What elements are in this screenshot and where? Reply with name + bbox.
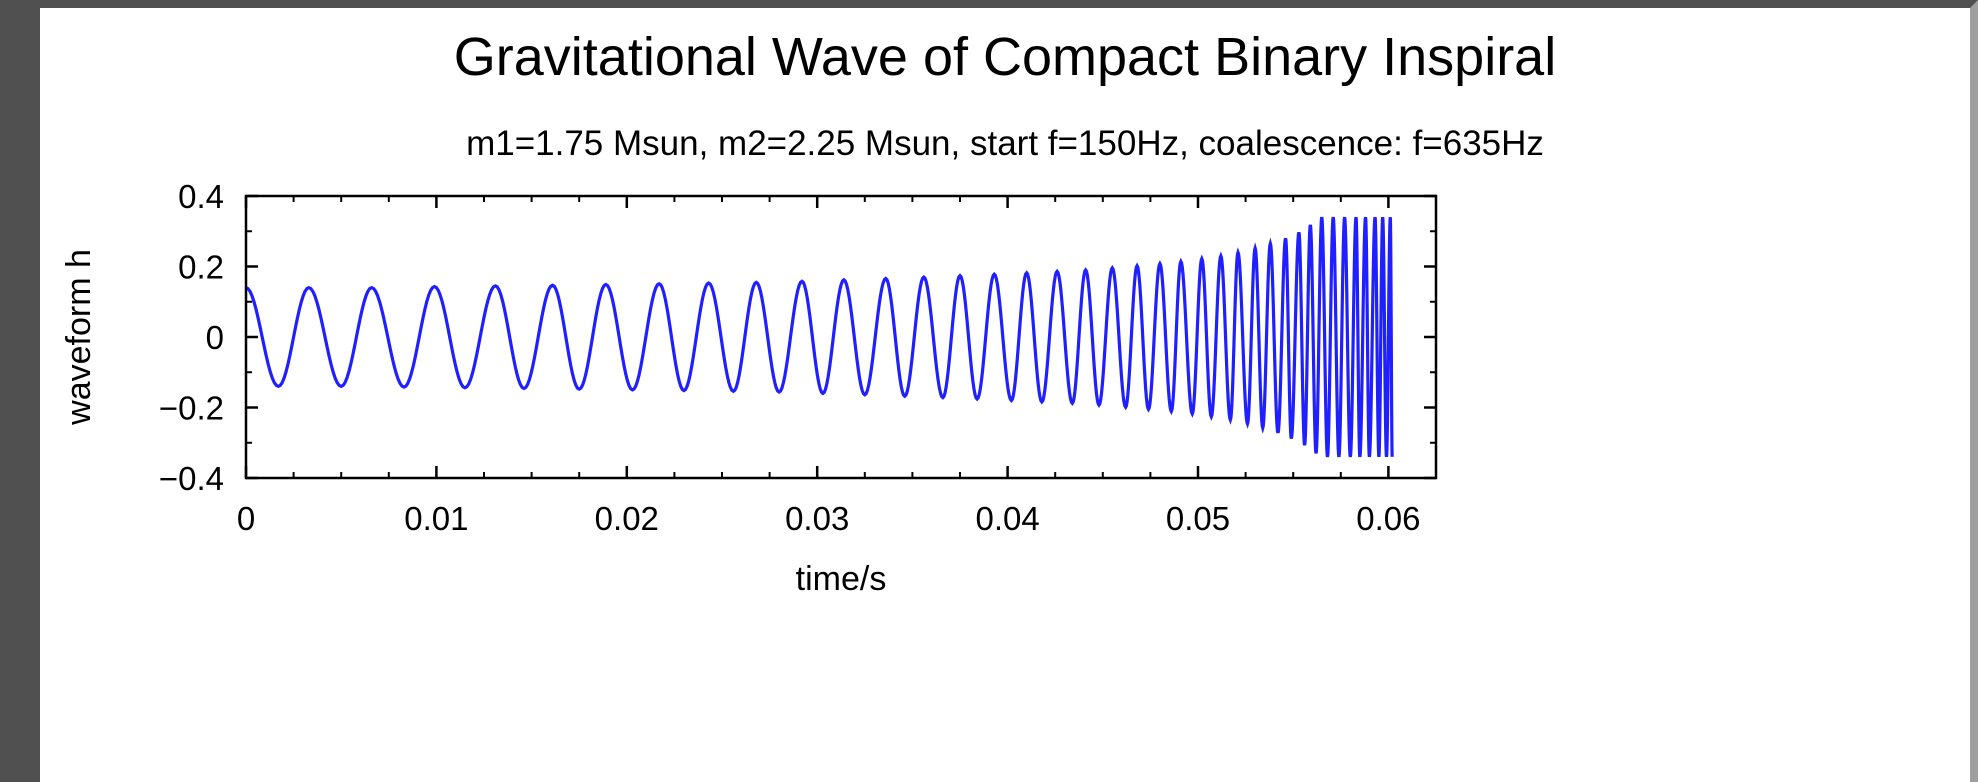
chart-title: Gravitational Wave of Compact Binary Ins… — [453, 27, 1557, 87]
x-tick-label: 0.05 — [1166, 500, 1230, 537]
chart-subtitle: m1=1.75 Msun, m2=2.25 Msun, start f=150H… — [466, 124, 1544, 163]
series-line-waveform — [245, 216, 1394, 458]
y-tick-label: −0.2 — [159, 390, 224, 427]
x-tick-label: 0 — [237, 500, 255, 537]
y-tick-label: 0.2 — [178, 249, 224, 286]
plot-area — [244, 194, 1438, 480]
x-tick-label: 0.01 — [404, 500, 468, 537]
y-tick-label: 0.4 — [178, 178, 224, 215]
x-axis-label: time/s — [796, 560, 887, 598]
x-tick-label: 0.04 — [975, 500, 1039, 537]
x-tick-label: 0.03 — [785, 500, 849, 537]
y-tick-label: −0.4 — [159, 460, 224, 497]
y-axis-label: waveform h — [60, 249, 98, 426]
y-tick-label: 0 — [206, 319, 224, 356]
x-tick-label: 0.06 — [1356, 500, 1420, 537]
x-tick-label: 0.02 — [595, 500, 659, 537]
